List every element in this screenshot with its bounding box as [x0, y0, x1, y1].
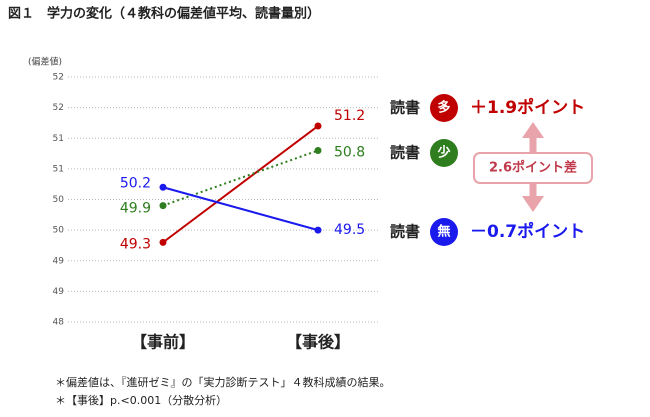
series-line	[162, 186, 319, 232]
series-line	[162, 149, 319, 207]
y-tick-label: 52	[53, 73, 64, 83]
legend-marker	[430, 94, 458, 122]
value-label: 49.3	[120, 236, 151, 252]
value-label: 51.2	[334, 108, 365, 124]
annotation: 2.6ポイント差	[489, 160, 577, 176]
y-tick-label: 49	[53, 287, 65, 297]
y-tick-label: 51	[53, 134, 64, 144]
note: ＊【事後】p.<0.001（分散分析）	[55, 393, 227, 407]
legend-group-label: 読書	[390, 99, 420, 117]
point	[314, 226, 322, 234]
difference-label: －0.7ポイント	[470, 221, 585, 242]
difference-label: ＋1.9ポイント	[470, 97, 585, 118]
y-tick-label: 50	[53, 226, 65, 236]
y-tick-label: 51	[53, 164, 64, 174]
arrow-head	[522, 196, 544, 212]
legend-label: 少	[437, 145, 450, 161]
value-label: 49.5	[334, 222, 365, 238]
series-line	[162, 125, 319, 244]
point	[159, 202, 167, 210]
legend-group-label: 読書	[390, 144, 420, 162]
legend-marker	[430, 139, 458, 167]
y-axis-label: (偏差値)	[28, 56, 62, 68]
legend-group-label: 読書	[390, 223, 420, 241]
legend-marker	[430, 218, 458, 246]
arrow-head	[522, 122, 544, 138]
x-tick-label: 【事前】	[131, 333, 195, 352]
value-label: 49.9	[120, 201, 151, 217]
point	[314, 147, 322, 154]
value-label: 50.2	[120, 175, 151, 191]
y-tick-label: 48	[53, 318, 65, 328]
legend-label: 無	[437, 224, 450, 240]
chart-title: 図１ 学力の変化（４教科の偏差値平均、読書量別）	[8, 6, 320, 22]
x-tick-label: 【事後】	[286, 333, 350, 352]
y-tick-label: 50	[53, 195, 65, 205]
point	[159, 183, 167, 191]
annotation-box	[473, 152, 593, 184]
legend-label: 多	[437, 100, 450, 116]
value-label: 50.8	[334, 145, 365, 161]
point	[159, 238, 167, 246]
point	[314, 122, 322, 130]
y-tick-label: 52	[53, 103, 64, 113]
y-tick-label: 49	[53, 256, 65, 266]
note: ＊偏差値は、『進研ゼミ』の「実力診断テスト」４教科成績の結果。	[55, 375, 391, 389]
